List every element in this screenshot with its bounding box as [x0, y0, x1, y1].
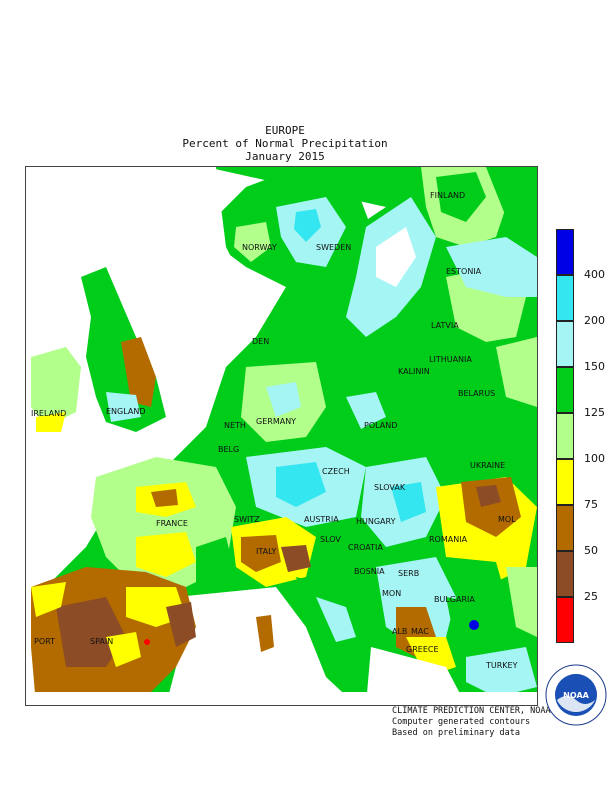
- legend-swatch: [556, 505, 574, 551]
- ireland: [31, 347, 81, 427]
- country-label: MOL: [498, 515, 516, 524]
- country-label: ESTONIA: [446, 267, 482, 276]
- country-label: CZECH: [322, 467, 350, 476]
- precipitation-map: FINLAND NORWAY SWEDEN ESTONIA LATVIA DEN…: [25, 166, 538, 706]
- legend-swatch: [556, 551, 574, 597]
- country-label: ITALY: [256, 547, 277, 556]
- country-label: UKRAINE: [470, 461, 506, 470]
- country-label: LATVIA: [431, 321, 459, 330]
- credits: CLIMATE PREDICTION CENTER, NOAA Computer…: [392, 706, 551, 739]
- credit-note: Based on preliminary data: [392, 728, 520, 738]
- legend-label: 75: [584, 498, 598, 511]
- country-label: FINLAND: [430, 191, 466, 200]
- legend-swatch: [556, 367, 574, 413]
- legend-swatch: [556, 597, 574, 643]
- country-label: AUSTRIA: [304, 515, 339, 524]
- legend-swatch: [556, 321, 574, 367]
- map-title: Percent of Normal Precipitation: [182, 137, 388, 150]
- country-label: DEN: [252, 337, 270, 346]
- country-label: SWITZ: [234, 515, 260, 524]
- map-title-block: EUROPE Percent of Normal Precipitation J…: [0, 124, 570, 163]
- country-label: TURKEY: [486, 661, 518, 670]
- legend-label: 200: [584, 314, 605, 327]
- country-label: SWEDEN: [316, 243, 352, 252]
- legend-label: 400: [584, 268, 605, 281]
- credit-method: Computer generated contours: [392, 717, 531, 727]
- country-label: GERMANY: [256, 417, 297, 426]
- legend-label: 50: [584, 544, 598, 557]
- country-label: BELG: [218, 445, 240, 454]
- country-label: HUNGARY: [356, 517, 396, 526]
- north-sea: [116, 167, 246, 417]
- country-label: ALB: [392, 627, 408, 636]
- noaa-logo-icon: NOAA: [545, 664, 607, 726]
- country-label: NETH: [224, 421, 246, 430]
- color-legend: [556, 229, 574, 643]
- legend-swatch: [556, 413, 574, 459]
- period-title: January 2015: [245, 150, 325, 163]
- country-label: MON: [382, 589, 402, 598]
- legend-label: 25: [584, 590, 598, 603]
- country-label: MAC: [411, 627, 429, 636]
- country-label: KALININ: [398, 367, 430, 376]
- country-label: GREECE: [406, 645, 439, 654]
- country-label: NORWAY: [242, 243, 277, 252]
- country-label: SPAIN: [90, 637, 114, 646]
- legend-label: 100: [584, 452, 605, 465]
- country-label: IRELAND: [31, 409, 67, 418]
- country-label: CROATIA: [348, 543, 383, 552]
- country-label: ENGLAND: [106, 407, 146, 416]
- country-label: BELARUS: [458, 389, 496, 398]
- country-label: PORT: [34, 637, 55, 646]
- country-label: BULGARIA: [434, 595, 475, 604]
- country-label: ROMANIA: [429, 535, 468, 544]
- legend-label: 125: [584, 406, 605, 419]
- country-label: POLAND: [364, 421, 398, 430]
- legend-swatch: [556, 459, 574, 505]
- country-label: LITHUANIA: [429, 355, 472, 364]
- credit-source: CLIMATE PREDICTION CENTER, NOAA: [392, 706, 551, 716]
- region-title: EUROPE: [265, 124, 305, 137]
- country-label: BOSNIA: [354, 567, 385, 576]
- precipitation-contours: [26, 167, 537, 705]
- logo-text: NOAA: [563, 691, 589, 700]
- legend-swatch: [556, 229, 574, 275]
- country-label: SLOVAK: [374, 483, 406, 492]
- legend-label: 150: [584, 360, 605, 373]
- legend-swatch: [556, 275, 574, 321]
- country-label: SERB: [398, 569, 420, 578]
- country-label: SLOV: [320, 535, 341, 544]
- country-label: FRANCE: [156, 519, 188, 528]
